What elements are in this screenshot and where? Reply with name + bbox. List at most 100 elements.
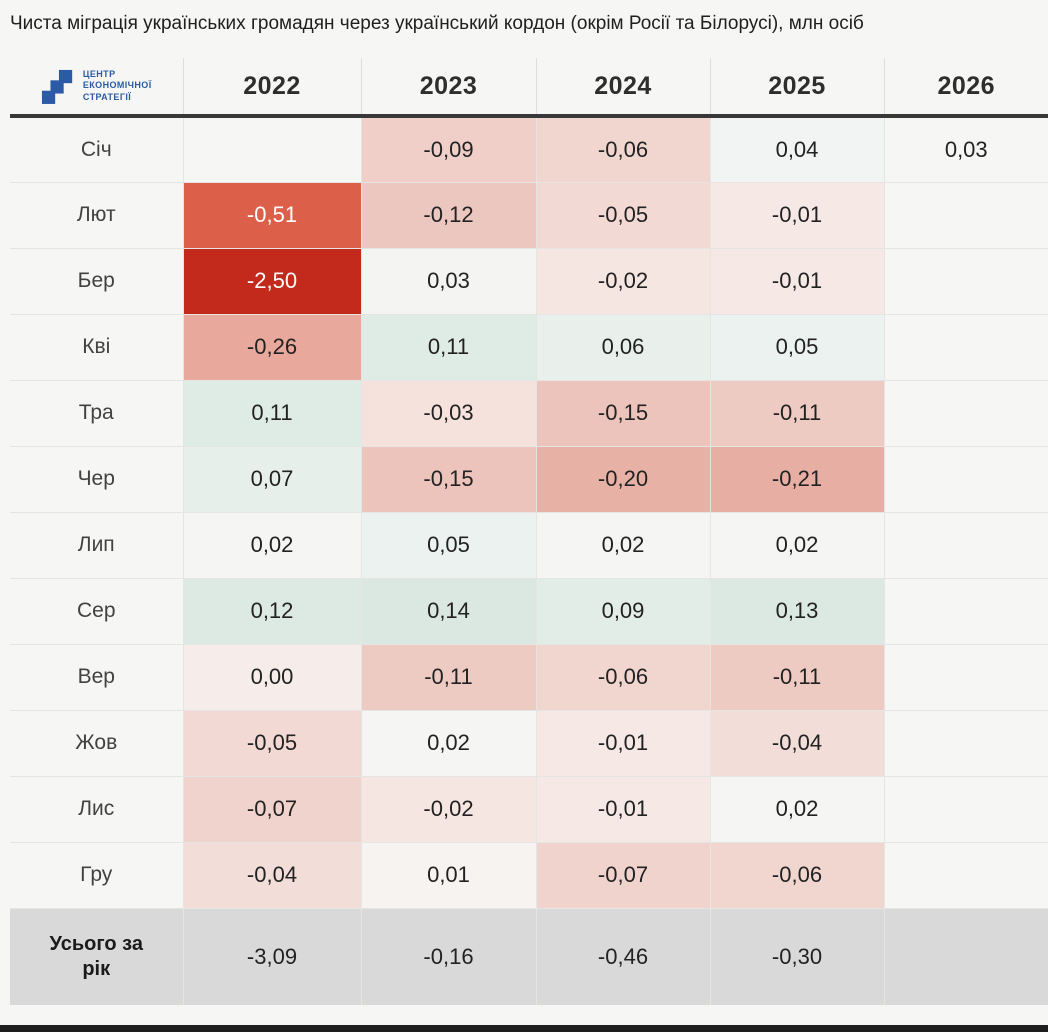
cell: -0,07 — [535, 841, 711, 909]
footer-bar — [0, 1025, 1048, 1032]
table-row-jan: Січ -0,09 -0,06 0,04 0,03 — [10, 115, 1048, 183]
cell: -0,03 — [360, 379, 537, 447]
cell: 0,00 — [182, 643, 362, 711]
cell: -0,26 — [182, 313, 362, 381]
cell: -0,05 — [535, 181, 711, 249]
cell: -0,12 — [360, 181, 537, 249]
row-label: Лип — [10, 511, 184, 579]
table-row-jun: Чер 0,07 -0,15 -0,20 -0,21 — [10, 445, 1048, 513]
cell: -0,06 — [709, 841, 885, 909]
cell: 0,03 — [883, 115, 1048, 183]
cell — [883, 379, 1048, 447]
cell: 0,04 — [709, 115, 885, 183]
total-label-text: Усього за рік — [49, 932, 143, 980]
row-label: Жов — [10, 709, 184, 777]
cell: 0,02 — [709, 775, 885, 843]
cell — [883, 181, 1048, 249]
table-row-aug: Сер 0,12 0,14 0,09 0,13 — [10, 577, 1048, 645]
year-label: 2023 — [419, 71, 478, 100]
cell — [883, 313, 1048, 381]
logo-text: ЦЕНТР ЕКОНОМІЧНОЇ СТРАТЕГІЇ — [83, 69, 152, 103]
cell: -0,02 — [535, 247, 711, 315]
row-label: Чер — [10, 445, 184, 513]
cell — [883, 775, 1048, 843]
cell: 0,14 — [360, 577, 537, 645]
cell: -0,15 — [360, 445, 537, 513]
total-label: Усього за рік — [10, 907, 184, 1005]
cell: -0,04 — [709, 709, 885, 777]
cell: -0,06 — [535, 643, 711, 711]
cell: -0,11 — [709, 643, 885, 711]
cell: -0,51 — [182, 181, 362, 249]
table-row-apr: Кві -0,26 0,11 0,06 0,05 — [10, 313, 1048, 381]
total-cell: -0,46 — [535, 907, 711, 1005]
cell — [883, 445, 1048, 513]
cell: 0,11 — [360, 313, 537, 381]
cell: 0,09 — [535, 577, 711, 645]
cell: 0,05 — [709, 313, 885, 381]
column-header-2022: 2022 — [182, 58, 361, 118]
table-row-mar: Бер -2,50 0,03 -0,02 -0,01 — [10, 247, 1048, 315]
cell: -0,15 — [535, 379, 711, 447]
cell: -2,50 — [182, 247, 362, 315]
cell — [883, 709, 1048, 777]
total-row: Усього за рік -3,09 -0,16 -0,46 -0,30 — [10, 907, 1048, 1005]
header-row: ЦЕНТР ЕКОНОМІЧНОЇ СТРАТЕГІЇ 2022 2023 20… — [10, 58, 1048, 118]
column-header-2023: 2023 — [360, 58, 536, 118]
logo: ЦЕНТР ЕКОНОМІЧНОЇ СТРАТЕГІЇ — [10, 68, 183, 104]
cell: 0,03 — [360, 247, 537, 315]
cell: 0,06 — [535, 313, 711, 381]
cell: -0,01 — [535, 775, 711, 843]
row-label: Гру — [10, 841, 184, 909]
year-label: 2024 — [594, 71, 652, 100]
logo-line: СТРАТЕГІЇ — [82, 91, 132, 102]
column-header-2026: 2026 — [883, 58, 1048, 118]
row-label: Січ — [10, 115, 184, 183]
cell — [883, 577, 1048, 645]
logo-line: ЦЕНТР — [82, 69, 116, 80]
cell: 0,02 — [182, 511, 362, 579]
row-label: Бер — [10, 247, 184, 315]
cell: -0,02 — [360, 775, 537, 843]
stairs-icon — [41, 69, 73, 104]
cell: 0,02 — [535, 511, 711, 579]
row-label: Лис — [10, 775, 184, 843]
cell: -0,01 — [709, 247, 885, 315]
cell: -0,11 — [360, 643, 537, 711]
year-label: 2026 — [937, 71, 996, 100]
logo-cell: ЦЕНТР ЕКОНОМІЧНОЇ СТРАТЕГІЇ — [10, 58, 183, 118]
cell: -0,01 — [535, 709, 711, 777]
cell: -0,21 — [709, 445, 885, 513]
cell: -0,11 — [709, 379, 885, 447]
table-row-nov: Лис -0,07 -0,02 -0,01 0,02 — [10, 775, 1048, 843]
cell: -0,01 — [709, 181, 885, 249]
table-row-feb: Лют -0,51 -0,12 -0,05 -0,01 — [10, 181, 1048, 249]
row-label: Лют — [10, 181, 184, 249]
cell — [883, 841, 1048, 909]
cell: 0,05 — [360, 511, 537, 579]
table-row-jul: Лип 0,02 0,05 0,02 0,02 — [10, 511, 1048, 579]
row-label: Кві — [10, 313, 184, 381]
cell: 0,12 — [182, 577, 362, 645]
year-label: 2022 — [243, 71, 301, 100]
cell: -0,20 — [535, 445, 711, 513]
column-header-2025: 2025 — [709, 58, 884, 118]
cell: -0,04 — [182, 841, 362, 909]
total-cell: -3,09 — [182, 907, 362, 1005]
table-row-may: Тра 0,11 -0,03 -0,15 -0,11 — [10, 379, 1048, 447]
table-row-dec: Гру -0,04 0,01 -0,07 -0,06 — [10, 841, 1048, 909]
page-title: Чиста міграція українських громадян чере… — [10, 13, 864, 34]
cell: -0,09 — [360, 115, 537, 183]
cell — [883, 643, 1048, 711]
cell: -0,07 — [182, 775, 362, 843]
cell: 0,07 — [182, 445, 362, 513]
cell: 0,02 — [709, 511, 885, 579]
total-cell: -0,30 — [709, 907, 885, 1005]
cell — [883, 247, 1048, 315]
column-header-2024: 2024 — [535, 58, 710, 118]
cell: 0,01 — [360, 841, 537, 909]
cell: 0,11 — [182, 379, 362, 447]
row-label: Сер — [10, 577, 184, 645]
total-cell: -0,16 — [360, 907, 537, 1005]
cell — [182, 115, 362, 183]
